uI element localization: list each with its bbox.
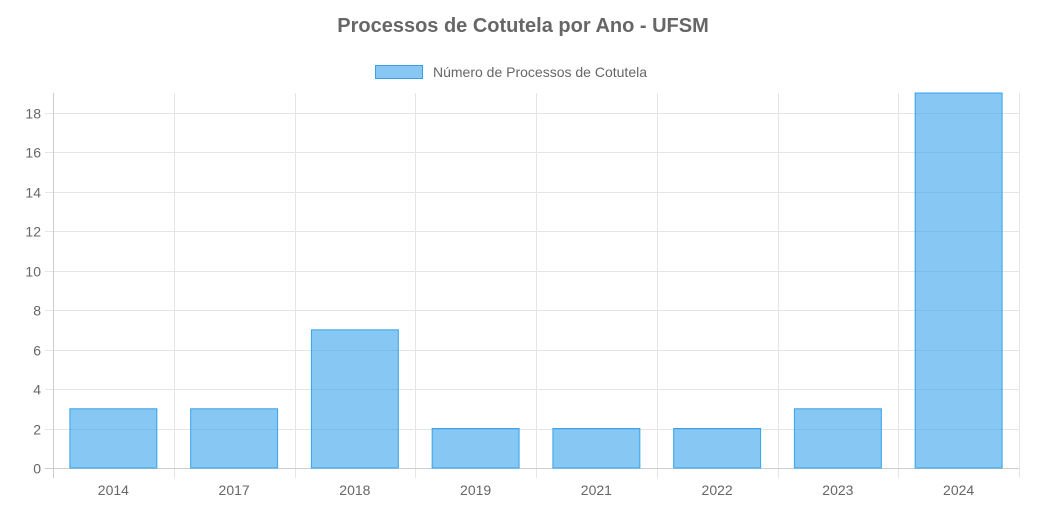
y-tick-label: 8 [33, 303, 41, 319]
y-tick-label: 2 [33, 422, 41, 438]
x-tick-label: 2023 [822, 482, 853, 498]
y-tick-label: 10 [25, 264, 41, 280]
y-tick-label: 16 [25, 145, 41, 161]
bar[interactable] [190, 408, 279, 469]
x-tick-label: 2018 [339, 482, 370, 498]
bar[interactable] [69, 408, 158, 469]
chart-title: Processos de Cotutela por Ano - UFSM [337, 15, 709, 37]
bar[interactable] [552, 428, 641, 469]
y-tick-label: 12 [25, 224, 41, 240]
legend-swatch [375, 65, 423, 79]
bar[interactable] [793, 408, 882, 469]
y-tick-label: 6 [33, 343, 41, 359]
y-tick-label: 18 [25, 106, 41, 122]
y-tick-label: 4 [33, 382, 41, 398]
bar[interactable] [431, 428, 520, 469]
x-tick-label: 2022 [702, 482, 733, 498]
bar[interactable] [914, 92, 1003, 469]
y-tick-label: 0 [33, 461, 41, 477]
chart-legend[interactable]: Número de Processos de Cotutela [375, 62, 647, 82]
bar[interactable] [673, 428, 762, 469]
x-tick-label: 2014 [98, 482, 129, 498]
x-tick-label: 2024 [943, 482, 974, 498]
bar[interactable] [310, 329, 399, 469]
y-tick-label: 14 [25, 185, 41, 201]
x-tick-label: 2017 [219, 482, 250, 498]
x-tick-label: 2019 [460, 482, 491, 498]
x-tick-label: 2021 [581, 482, 612, 498]
legend-label: Número de Processos de Cotutela [433, 64, 647, 80]
